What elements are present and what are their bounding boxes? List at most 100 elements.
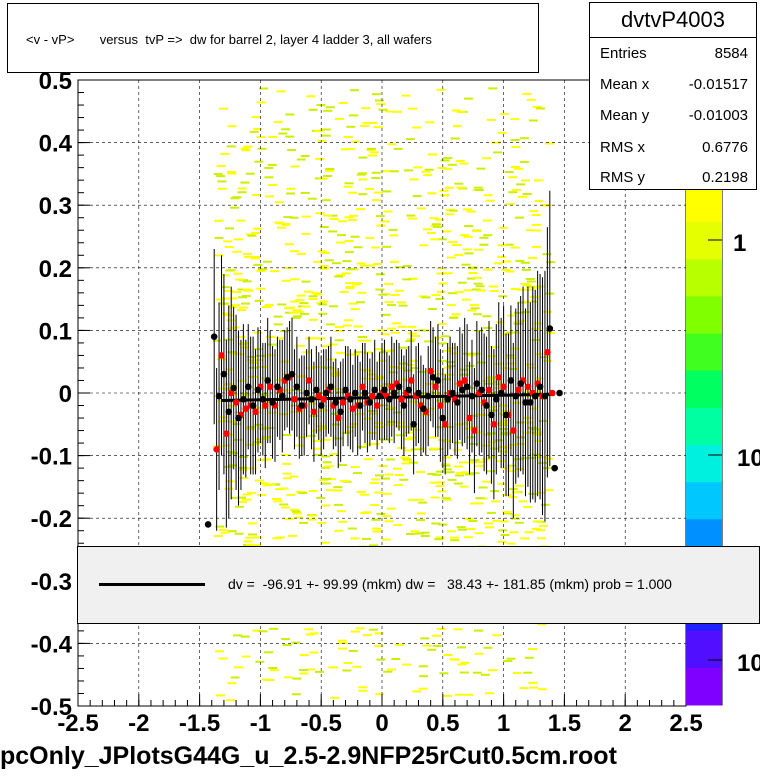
density-cell — [305, 633, 315, 636]
density-cell — [283, 216, 293, 219]
density-cell — [521, 179, 530, 182]
density-cell — [502, 493, 512, 496]
density-cell — [353, 351, 363, 354]
density-cell — [217, 180, 227, 183]
density-cell — [528, 681, 538, 684]
density-cell — [264, 304, 274, 306]
density-cell — [430, 496, 440, 499]
black-point — [458, 386, 466, 394]
black-point — [249, 402, 257, 409]
black-point — [361, 389, 369, 397]
density-cell — [531, 245, 541, 248]
density-cell — [362, 369, 372, 372]
density-cell — [307, 434, 317, 437]
density-cell — [282, 462, 291, 465]
density-cell — [308, 298, 318, 301]
density-cell — [358, 178, 368, 181]
density-cell — [477, 289, 487, 292]
density-cell — [378, 108, 388, 111]
density-cell — [298, 492, 308, 495]
density-cell — [482, 157, 492, 160]
density-cell — [255, 479, 264, 482]
black-point — [449, 389, 456, 397]
palette-cell — [686, 185, 722, 223]
density-cell — [440, 335, 450, 338]
density-cell — [503, 446, 512, 449]
density-cell — [315, 670, 324, 673]
density-cell — [281, 279, 291, 282]
density-cell — [387, 668, 396, 671]
density-cell — [442, 378, 452, 381]
red-point — [261, 402, 269, 409]
density-cell — [348, 302, 358, 305]
density-cell — [534, 440, 544, 442]
density-cell — [482, 380, 492, 383]
density-cell — [381, 538, 391, 541]
density-cell — [242, 280, 252, 283]
red-point — [232, 399, 240, 406]
density-cell — [445, 471, 455, 474]
density-cell — [368, 628, 378, 631]
density-cell — [214, 219, 224, 222]
density-cell — [394, 289, 404, 292]
density-cell — [305, 337, 315, 340]
red-point — [548, 389, 556, 397]
density-cell — [247, 522, 257, 525]
density-cell — [438, 282, 448, 285]
density-cell — [483, 433, 493, 436]
density-cell — [526, 98, 536, 101]
density-cell — [256, 458, 266, 461]
density-cell — [356, 301, 366, 304]
density-cell — [499, 520, 509, 523]
density-cell — [471, 352, 481, 355]
density-cell — [280, 454, 290, 456]
density-cell — [532, 286, 542, 289]
density-cell — [423, 228, 433, 231]
density-cell — [248, 533, 258, 536]
density-cell — [409, 359, 419, 362]
palette-cell — [686, 222, 722, 260]
density-cell — [517, 319, 527, 322]
density-cell — [511, 491, 521, 494]
density-cell — [350, 235, 360, 238]
density-cell — [383, 210, 393, 213]
density-cell — [308, 108, 318, 111]
density-cell — [362, 339, 372, 342]
density-cell — [486, 511, 496, 514]
density-cell — [405, 138, 415, 141]
density-cell — [432, 473, 442, 476]
density-cell — [290, 410, 300, 413]
density-cell — [454, 182, 464, 185]
density-cell — [240, 346, 250, 349]
black-point — [424, 392, 432, 400]
density-cell — [443, 468, 452, 471]
density-cell — [224, 289, 234, 292]
fit-legend-line — [99, 583, 205, 586]
density-cell — [330, 373, 340, 376]
density-cell — [518, 195, 527, 198]
density-cell — [350, 537, 360, 540]
density-cell — [447, 530, 457, 533]
density-cell — [435, 485, 445, 488]
red-point — [500, 383, 507, 391]
density-cell — [444, 186, 454, 189]
density-cell — [387, 304, 396, 307]
density-cell — [304, 628, 314, 631]
density-cell — [273, 323, 283, 326]
density-cell — [395, 643, 405, 646]
density-cell — [353, 472, 362, 475]
density-cell — [393, 484, 403, 486]
density-cell — [361, 377, 371, 380]
density-cell — [393, 421, 403, 424]
density-cell — [232, 291, 242, 293]
density-cell — [417, 370, 427, 373]
density-cell — [253, 127, 263, 130]
density-cell — [286, 306, 295, 309]
density-cell — [307, 197, 317, 200]
density-cell — [483, 194, 493, 197]
density-cell — [422, 644, 432, 647]
density-cell — [378, 359, 388, 362]
density-cell — [457, 646, 466, 649]
density-cell — [314, 453, 324, 456]
density-cell — [380, 220, 390, 223]
